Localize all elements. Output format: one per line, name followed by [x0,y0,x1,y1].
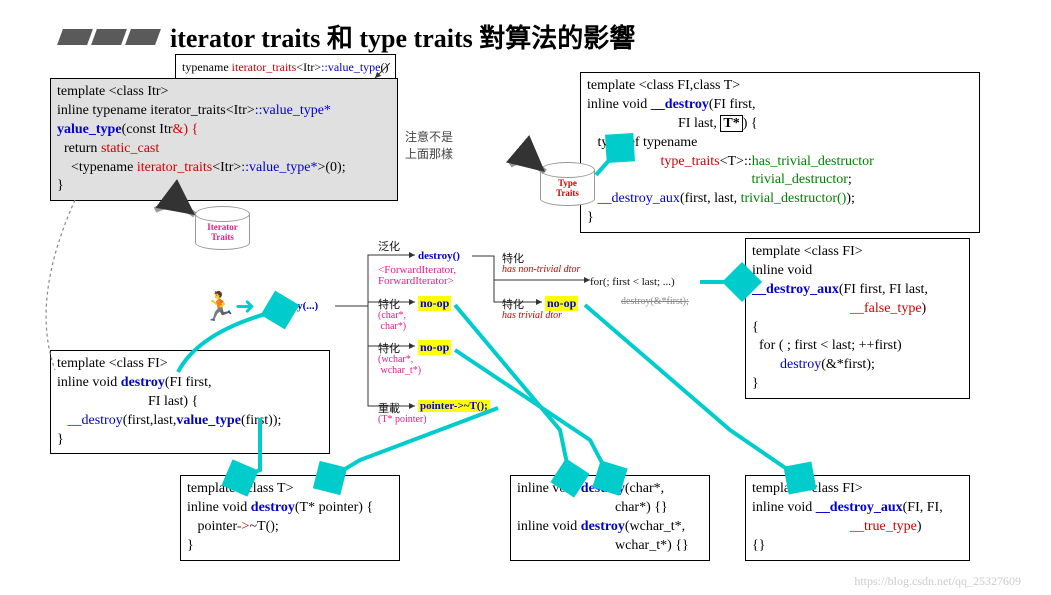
header-slashes [60,29,158,45]
destroy2-label: destroy() [418,250,460,262]
ptrT2: (T* pointer) [378,414,427,425]
wcharspec: (wchar*, wchar_t*) [378,354,421,376]
charspec: (char*, char*) [378,310,406,332]
runner-icon: 🏃 [202,290,237,324]
box-bot-mid: inline void destroy(char*, char*) {} inl… [510,475,710,561]
box-top-small: typename iterator_traits<Itr>::value_typ… [175,54,396,80]
gen-label: 泛化 [378,238,400,254]
noop2: no-op [418,340,451,355]
destroy-label: destroy(...) [268,300,318,312]
box-top-right: template <class FI,class T> inline void … [580,72,980,233]
note-1: 注意不是 上面那樣 [405,128,453,162]
noop1: no-op [418,296,451,311]
box-right-mid: template <class FI> inline void __destro… [745,238,970,399]
fw2: ForwardIterator> [378,275,454,287]
box-mid-left: template <class FI> inline void destroy(… [50,350,330,454]
nontriv: has non-trivial dtor [502,264,580,275]
noop3: no-op [545,296,578,311]
cylinder-iterator-traits: Iterator Traits [195,206,250,254]
header: iterator traits 和 type traits 對算法的影響 [60,18,635,55]
page-title: iterator traits 和 type traits 對算法的影響 [170,18,635,55]
box-top-left: template <class Itr> inline typename ite… [50,78,398,201]
ptrT: pointer->~T(); [418,400,490,412]
box-bot-left: template <class T> inline void destroy(T… [180,475,400,561]
box-bot-right: template <class FI> inline void __destro… [745,475,970,561]
cylinder-type-traits: Type Traits [540,162,595,210]
forloop: for(; first < last; ...) [590,276,675,288]
destcall: destroy(&*first); [621,296,689,307]
arrow-icon: ➜ [235,292,255,321]
triv: has trivial dtor [502,310,562,321]
watermark: https://blog.csdn.net/qq_25327609 [854,574,1021,589]
